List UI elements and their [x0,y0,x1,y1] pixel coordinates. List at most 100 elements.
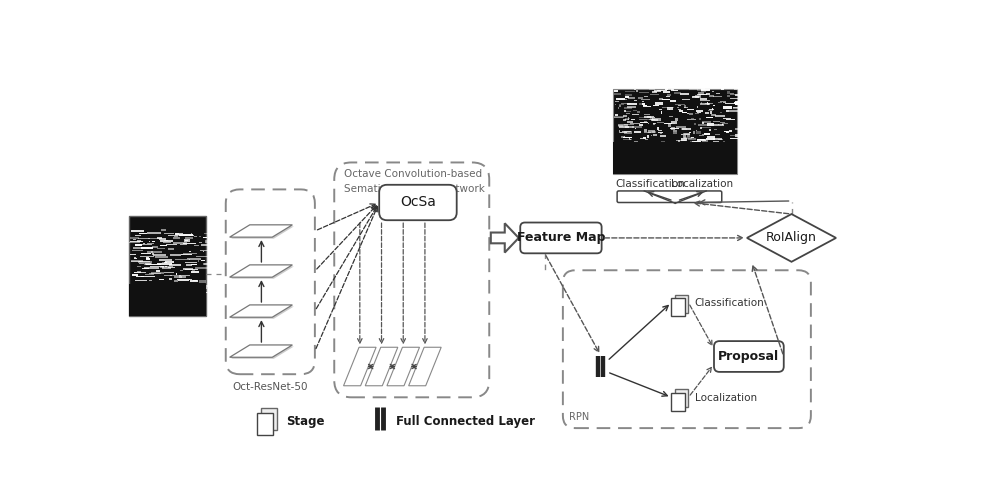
Polygon shape [491,223,519,252]
Polygon shape [675,294,688,313]
Bar [713,138,722,140]
Bar [632,125,642,128]
Bar [665,87,668,90]
Bar [129,242,140,243]
Bar [183,253,197,254]
Bar [187,258,201,260]
Bar [164,233,174,234]
Bar [141,276,155,277]
Polygon shape [230,305,292,317]
Bar [691,118,694,119]
Bar [631,119,635,121]
Bar [709,129,711,131]
Bar [195,289,198,290]
Bar [153,254,166,256]
Bar [679,110,683,112]
Bar [134,272,141,273]
Bar [727,91,736,92]
Bar [162,267,171,269]
Bar [699,118,701,121]
Bar [160,285,171,287]
Bar [183,243,196,244]
FancyBboxPatch shape [714,341,784,372]
Bar [153,280,162,281]
Bar [189,250,191,252]
Bar [185,269,198,270]
Polygon shape [365,347,398,386]
Bar [680,92,689,95]
Bar [185,237,193,239]
Bar [179,285,181,286]
Bar [614,117,623,118]
Bar [613,142,737,174]
Bar [618,124,628,126]
Bar [724,131,728,132]
Bar [706,93,710,95]
Bar [700,103,710,105]
Bar [131,261,141,262]
Polygon shape [231,266,294,279]
Bar [132,250,143,251]
Bar [135,280,147,281]
Bar [645,139,648,140]
Bar [205,240,215,241]
Bar [139,244,152,245]
Bar [194,287,199,288]
Bar [721,88,724,89]
Bar [723,106,732,109]
Bar [179,275,190,276]
Bar [140,256,154,257]
Bar [191,271,199,273]
Bar [130,241,143,243]
Bar [681,138,687,141]
Bar [164,240,168,242]
Bar [194,245,199,247]
Bar [707,102,708,104]
Bar [727,95,730,97]
Polygon shape [231,346,294,359]
Bar [165,291,173,293]
Bar [651,119,658,122]
Bar [639,92,649,93]
Bar [621,103,631,104]
Bar [175,233,179,235]
Bar [639,119,647,120]
Bar [131,272,142,273]
Bar [174,235,187,236]
Bar [625,96,629,98]
Bar [147,247,149,249]
Bar [171,285,173,286]
Bar [639,103,643,105]
Bar [130,253,136,255]
Bar [623,120,626,121]
Bar [186,290,196,292]
Bar [202,287,206,288]
Bar [690,141,697,142]
Bar [623,137,632,138]
Bar [729,130,732,132]
Bar [179,234,193,237]
Bar [614,117,624,118]
Bar [644,122,647,123]
Bar [630,123,640,124]
Bar [707,103,709,105]
Bar [713,121,720,123]
Text: Localization: Localization [695,393,757,403]
Bar [618,125,623,127]
Bar [189,279,192,280]
Bar [701,124,706,125]
Bar [146,264,161,265]
Bar [152,241,155,242]
Bar [198,260,199,262]
Polygon shape [409,347,441,386]
Text: RPN: RPN [569,412,589,422]
Bar [658,132,663,133]
Bar [627,106,636,108]
Bar [700,98,707,100]
Text: Classification: Classification [695,298,764,308]
Bar [714,124,724,126]
Bar [670,100,676,102]
Bar [626,143,636,144]
Bar [175,259,187,260]
Bar [667,107,673,110]
